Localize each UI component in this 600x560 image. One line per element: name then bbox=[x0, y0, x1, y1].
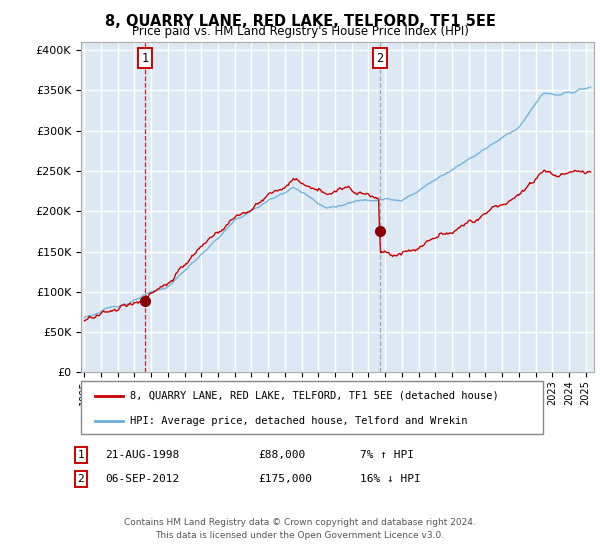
Text: £175,000: £175,000 bbox=[258, 474, 312, 484]
Text: 2: 2 bbox=[77, 474, 85, 484]
Text: 2: 2 bbox=[376, 52, 383, 64]
Text: 06-SEP-2012: 06-SEP-2012 bbox=[105, 474, 179, 484]
Text: Contains HM Land Registry data © Crown copyright and database right 2024.
This d: Contains HM Land Registry data © Crown c… bbox=[124, 518, 476, 540]
Text: HPI: Average price, detached house, Telford and Wrekin: HPI: Average price, detached house, Telf… bbox=[130, 416, 467, 426]
Text: 16% ↓ HPI: 16% ↓ HPI bbox=[360, 474, 421, 484]
Text: 7% ↑ HPI: 7% ↑ HPI bbox=[360, 450, 414, 460]
Text: 1: 1 bbox=[142, 52, 149, 64]
Text: 1: 1 bbox=[77, 450, 85, 460]
Text: 21-AUG-1998: 21-AUG-1998 bbox=[105, 450, 179, 460]
FancyBboxPatch shape bbox=[81, 381, 543, 434]
Text: Price paid vs. HM Land Registry's House Price Index (HPI): Price paid vs. HM Land Registry's House … bbox=[131, 25, 469, 38]
Text: £88,000: £88,000 bbox=[258, 450, 305, 460]
Text: 8, QUARRY LANE, RED LAKE, TELFORD, TF1 5EE (detached house): 8, QUARRY LANE, RED LAKE, TELFORD, TF1 5… bbox=[130, 391, 498, 401]
Bar bbox=[586, 42, 594, 372]
Text: 8, QUARRY LANE, RED LAKE, TELFORD, TF1 5EE: 8, QUARRY LANE, RED LAKE, TELFORD, TF1 5… bbox=[104, 14, 496, 29]
